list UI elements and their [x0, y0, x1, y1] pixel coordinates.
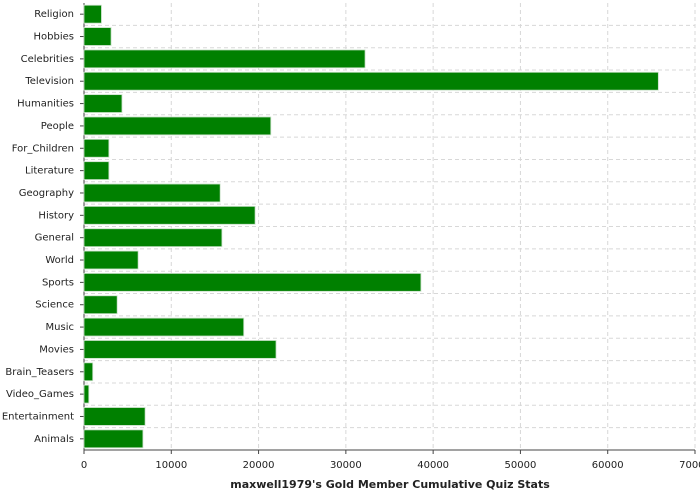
bar: [83, 317, 245, 337]
y-tick-label: Movies: [39, 344, 74, 355]
y-tick-label: Sports: [42, 277, 74, 288]
y-tick-label: Celebrities: [21, 54, 74, 65]
x-tick-label: 30000: [330, 460, 362, 471]
bar: [83, 71, 659, 91]
y-tick-label: Television: [24, 76, 74, 87]
x-tick-label: 40000: [417, 460, 449, 471]
bar: [83, 138, 110, 158]
y-tick-label: Animals: [34, 434, 74, 445]
x-tick-label: 60000: [592, 460, 624, 471]
bar: [83, 362, 94, 382]
bar: [83, 407, 146, 426]
y-tick-label: For_Children: [12, 143, 74, 154]
y-tick-label: Entertainment: [2, 411, 74, 422]
bar: [83, 295, 118, 315]
y-tick-label: Religion: [34, 9, 74, 20]
x-tick-label: 10000: [155, 460, 187, 471]
bar: [83, 161, 110, 180]
y-tick-label: Brain_Teasers: [5, 367, 74, 378]
y-tick-label: Geography: [19, 188, 74, 199]
bar: [83, 94, 123, 113]
bar: [83, 340, 277, 359]
x-tick-label: 70000: [679, 460, 700, 471]
bar: [83, 384, 90, 404]
bar: [83, 273, 422, 292]
bar: [83, 183, 221, 203]
bar: [83, 250, 139, 270]
y-tick-label: Video_Games: [6, 389, 74, 400]
y-tick-label: General: [35, 233, 74, 244]
y-tick-label: Science: [35, 300, 74, 311]
x-axis-title: maxwell1979's Gold Member Cumulative Qui…: [230, 478, 550, 491]
bar: [83, 49, 366, 69]
bar: [83, 429, 144, 449]
y-tick-label: World: [45, 255, 74, 266]
y-tick-label: Hobbies: [34, 32, 74, 43]
x-tick-label: 50000: [505, 460, 537, 471]
y-tick-label: Literature: [25, 166, 74, 177]
bar: [83, 116, 272, 136]
bar: [83, 228, 223, 248]
y-tick-label: Music: [46, 322, 74, 333]
bar: [83, 205, 256, 225]
x-tick-label: 20000: [243, 460, 275, 471]
bar: [83, 4, 102, 24]
x-tick-label: 0: [81, 460, 87, 471]
y-tick-label: People: [41, 121, 74, 132]
y-tick-label: History: [38, 210, 74, 221]
y-tick-label: Humanities: [17, 99, 74, 110]
bar: [83, 27, 112, 46]
